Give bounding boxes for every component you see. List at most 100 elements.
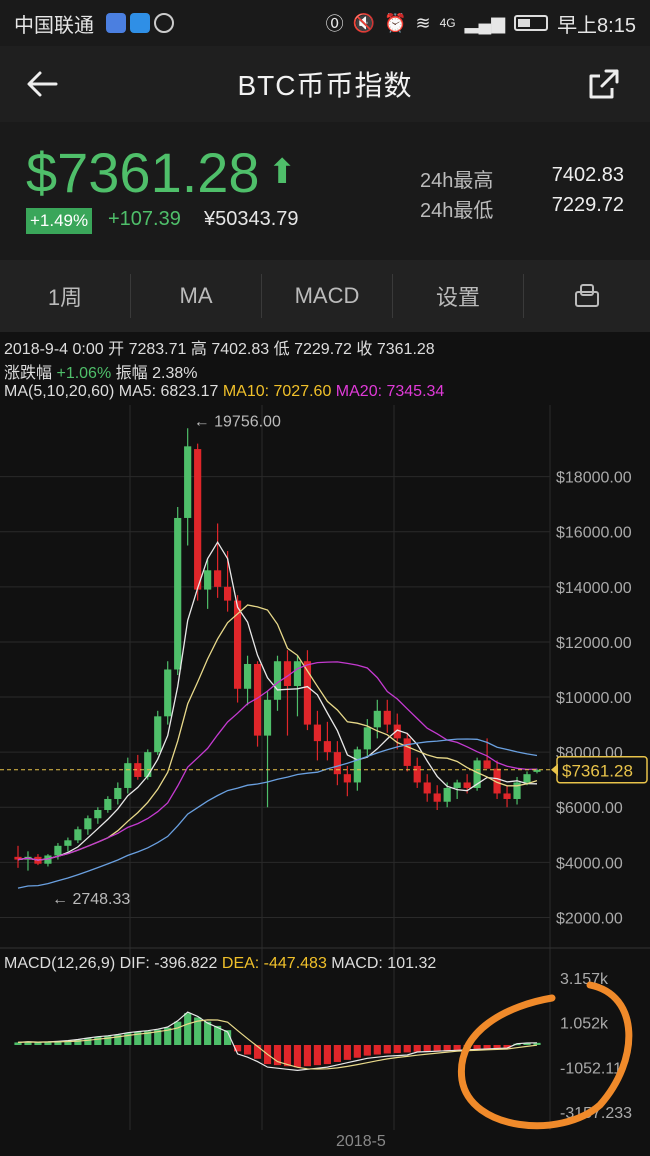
- ma-label: MA(5,10,20,60): [4, 383, 115, 400]
- macd-bar: [443, 1045, 451, 1051]
- tab-period[interactable]: 1周: [0, 274, 131, 318]
- tab-macd[interactable]: MACD: [262, 274, 393, 318]
- status-bar: 中国联通 ⓪ 🔇 ⏰ ≋ 4G ▂▄▆ 早上8:15: [0, 0, 650, 46]
- macd-bar: [54, 1041, 62, 1045]
- candle-body: [513, 782, 521, 799]
- tab-rotate[interactable]: [524, 274, 650, 318]
- candle-body: [174, 517, 182, 670]
- candle-body: [14, 856, 22, 860]
- dif-line: [17, 1011, 538, 1072]
- candle-body: [393, 724, 401, 739]
- candle-body: [423, 782, 431, 794]
- candle-body: [104, 798, 112, 810]
- macd-bar: [273, 1045, 282, 1066]
- macd-bar: [174, 1021, 182, 1045]
- signal-icon: ▂▄▆: [464, 12, 506, 33]
- macd-bar: [453, 1045, 461, 1051]
- macd-bar: [403, 1045, 411, 1053]
- dea-line: [17, 1019, 538, 1070]
- hand-drawn-circle-annotation: [457, 981, 633, 1130]
- candle-body: [243, 663, 252, 689]
- network-type: 4G: [439, 16, 456, 30]
- high-label-2: 高: [190, 341, 207, 358]
- candle-body: [463, 782, 471, 788]
- message-icon: [154, 13, 174, 33]
- ticker-header: $7361.28 ⬆ +1.49% +107.39 ¥50343.79 24h最…: [0, 122, 650, 260]
- macd-bar: [473, 1045, 481, 1050]
- clock: 早上8:15: [557, 14, 636, 37]
- macd-bar: [84, 1038, 92, 1045]
- nav-bar: BTC币币指数: [0, 46, 650, 122]
- candle-body: [263, 699, 272, 736]
- macd-bar: [503, 1045, 511, 1048]
- macd-bar: [44, 1042, 52, 1045]
- chart-toolbar: 1周 MA MACD 设置: [0, 260, 650, 332]
- macd-bar: [134, 1032, 142, 1045]
- macd-bar: [214, 1025, 222, 1045]
- change-label: 涨跌幅: [4, 365, 53, 382]
- macd-bar: [243, 1045, 252, 1055]
- change-value: +1.06%: [56, 365, 112, 382]
- candle-body: [194, 449, 202, 590]
- page-title: BTC币币指数: [237, 70, 413, 101]
- macd-bar: [393, 1045, 401, 1054]
- y-tick-label: $12000.00: [556, 635, 632, 652]
- close-value: 7361.28: [376, 341, 435, 358]
- y-tick-label: $16000.00: [556, 525, 632, 542]
- macd-bar: [423, 1045, 431, 1052]
- candle-body: [233, 600, 242, 689]
- candle-body: [473, 760, 481, 788]
- candle-body: [253, 663, 262, 736]
- macd-bar: [363, 1045, 371, 1056]
- candle-body: [533, 769, 541, 772]
- candle-body: [204, 570, 212, 590]
- candle-body: [523, 774, 531, 783]
- candle-body: [403, 738, 411, 766]
- open-label: 开: [108, 341, 125, 358]
- candle-body: [154, 716, 162, 753]
- macd-bar: [74, 1039, 82, 1045]
- macd-bar: [224, 1030, 232, 1045]
- tab-settings[interactable]: 设置: [393, 274, 524, 318]
- rotate-screen-icon: [575, 284, 599, 307]
- macd-bar: [194, 1017, 202, 1045]
- candle-body: [483, 760, 491, 769]
- y-tick-label: $18000.00: [556, 470, 632, 487]
- share-icon[interactable]: [584, 64, 624, 104]
- mute-icon: 🔇: [352, 12, 376, 33]
- macd-bar: [493, 1045, 501, 1049]
- y-tick-label: $6000.00: [556, 800, 623, 817]
- macd-bar: [353, 1045, 361, 1058]
- baidu-app-icon: [106, 13, 126, 33]
- high-value: 7402.83: [551, 164, 624, 186]
- low-value-2: 7229.72: [294, 341, 352, 358]
- macd-bar: [413, 1045, 421, 1052]
- ma-legend: MA(5,10,20,60) MA5: 6823.17 MA10: 7027.6…: [4, 383, 444, 401]
- macd-bar: [383, 1045, 391, 1054]
- last-price: $7361.28: [26, 141, 260, 204]
- candle-body: [184, 446, 192, 518]
- change-percent-badge: +1.49%: [26, 208, 93, 234]
- up-arrow-icon: ⬆: [268, 153, 297, 191]
- macd-bar: [154, 1029, 162, 1045]
- macd-bar: [144, 1031, 152, 1045]
- macd-bar: [253, 1045, 262, 1059]
- high-value-2: 7402.83: [211, 341, 270, 358]
- amplitude-label: 振幅: [115, 365, 148, 382]
- candle-body: [373, 710, 381, 728]
- ma5-value: MA5: 6823.17: [118, 383, 219, 400]
- macd-value: MACD: 101.32: [331, 955, 437, 972]
- candle-body: [353, 749, 361, 783]
- back-arrow-icon[interactable]: [22, 64, 62, 104]
- macd-bar: [293, 1045, 302, 1068]
- macd-bar: [24, 1041, 32, 1045]
- candle-date: 2018-9-4 0:00: [4, 341, 104, 358]
- candle-body: [44, 855, 52, 864]
- candle-body: [383, 710, 391, 725]
- x-axis-label: 2018-5: [336, 1133, 386, 1150]
- kline-chart[interactable]: $18000.00 $16000.00 $14000.00 $12000.00 $100…: [0, 332, 650, 1156]
- dea-value: DEA: -447.483: [221, 955, 327, 972]
- candle-body: [333, 752, 341, 775]
- tab-ma[interactable]: MA: [131, 274, 262, 318]
- candle-body: [273, 661, 282, 700]
